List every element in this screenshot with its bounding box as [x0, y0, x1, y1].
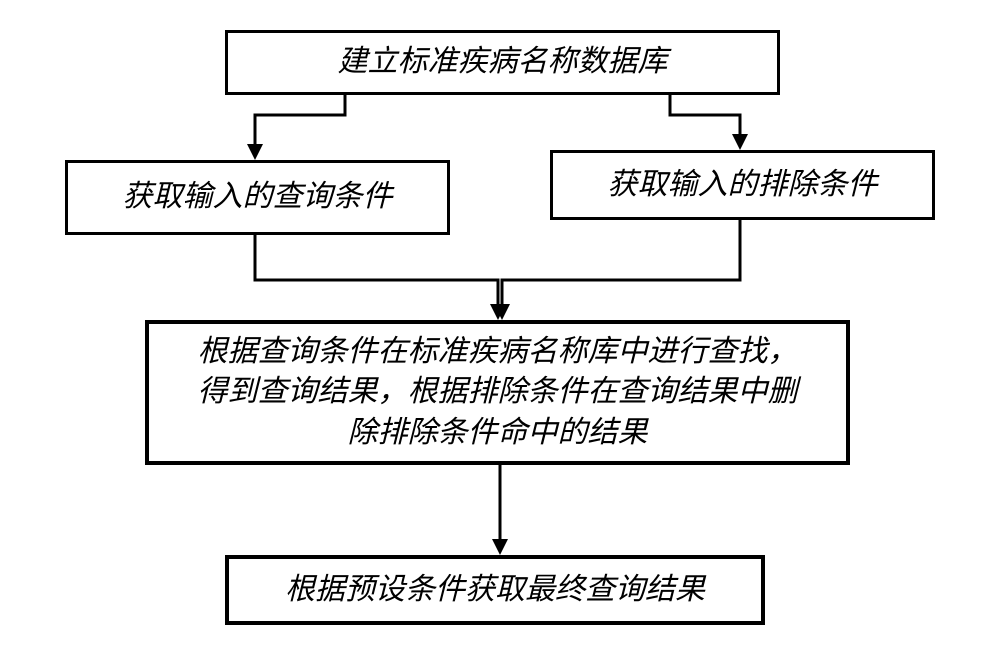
flow-node-label: 建立标准疾病名称数据库 [236, 42, 769, 83]
flow-node-label: 根据查询条件在标准疾病名称库中进行查找， 得到查询结果，根据排除条件在查询结果中… [157, 332, 838, 454]
flow-node-n4: 根据查询条件在标准疾病名称库中进行查找， 得到查询结果，根据排除条件在查询结果中… [145, 320, 850, 465]
flow-node-label: 根据预设条件获取最终查询结果 [237, 570, 753, 611]
flow-node-n3: 获取输入的排除条件 [550, 150, 935, 220]
edge-line-0 [255, 95, 345, 144]
flow-node-n1: 建立标准疾病名称数据库 [225, 30, 780, 95]
flow-node-n5: 根据预设条件获取最终查询结果 [225, 555, 765, 625]
flowchart-canvas: 建立标准疾病名称数据库获取输入的查询条件 获取输入的排除条件根据查询条件在标准疾病… [0, 0, 1000, 653]
edge-line-1 [670, 95, 740, 134]
flow-node-n2: 获取输入的查询条件 [65, 160, 450, 235]
edge-line-2 [255, 235, 498, 304]
edge-arrow-1 [732, 134, 748, 150]
edge-arrow-0 [247, 144, 263, 160]
edge-arrow-3 [494, 304, 510, 320]
flow-node-label: 获取输入的查询条件 [76, 177, 439, 218]
flow-node-label: 获取输入的排除条件 [561, 165, 924, 206]
edge-line-3 [502, 220, 740, 304]
edge-arrow-4 [492, 539, 508, 555]
edge-arrow-2 [490, 304, 506, 320]
